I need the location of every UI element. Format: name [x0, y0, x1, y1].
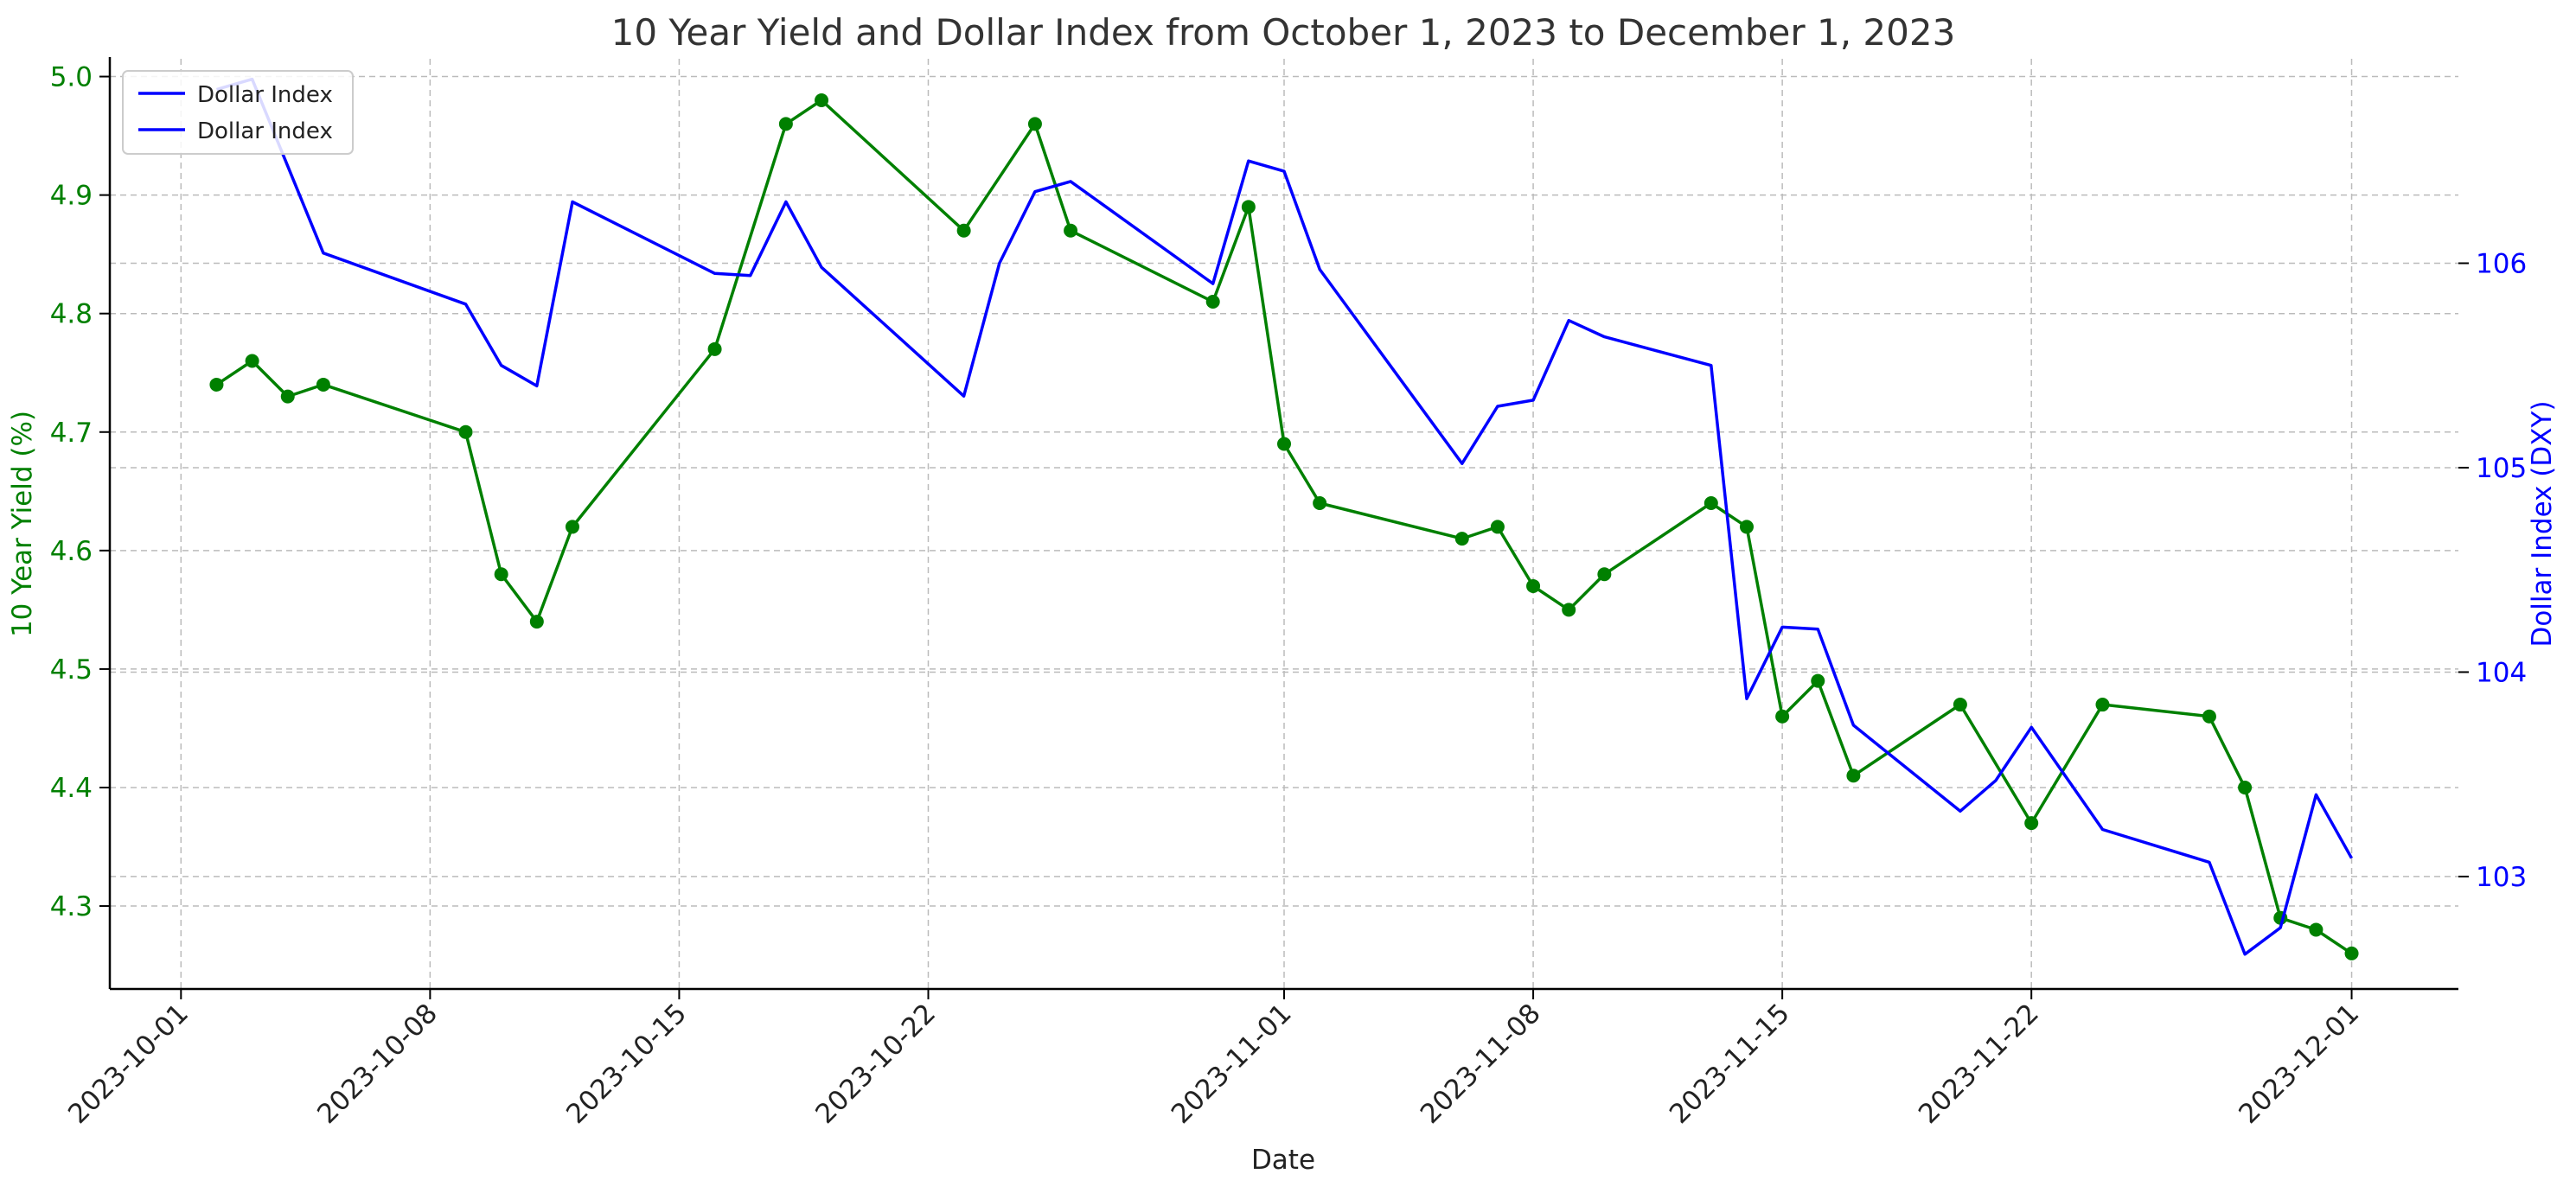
- x-tick-label: 2023-11-15: [1664, 998, 1796, 1130]
- y-right-tick-label: 104: [2476, 657, 2527, 688]
- yield-point: [2024, 816, 2039, 831]
- yield-point: [458, 424, 473, 439]
- yield-point: [1241, 200, 1256, 214]
- y-axis-right-label: Dollar Index (DXY): [2527, 400, 2558, 647]
- x-tick-label: 2023-10-08: [311, 998, 444, 1130]
- yield-point: [1490, 520, 1505, 534]
- x-tick-label: 2023-10-15: [560, 998, 693, 1130]
- x-tick-label: 2023-12-01: [2233, 998, 2365, 1130]
- y-left-tick-label: 4.8: [50, 299, 93, 330]
- yield-point: [956, 223, 971, 238]
- yield-point: [1775, 709, 1790, 724]
- yield-line: [215, 99, 2353, 955]
- yield-point: [1811, 673, 1825, 688]
- y-left-tick-label: 4.4: [50, 773, 93, 804]
- yield-point: [316, 377, 330, 392]
- yield-point: [1064, 223, 1078, 238]
- yield-point: [280, 389, 295, 404]
- yield-point: [494, 567, 508, 582]
- x-axis-label: Date: [1251, 1145, 1315, 1176]
- x-tick-label: 2023-11-01: [1166, 998, 1298, 1130]
- yield-point: [209, 377, 224, 392]
- y-axis-left-label: 10 Year Yield (%): [7, 411, 38, 637]
- yield-point: [565, 520, 579, 534]
- yield-point: [1205, 294, 1220, 309]
- yield-point: [1027, 117, 1042, 131]
- y-right-tick-label: 103: [2476, 862, 2527, 893]
- y-left-tick-label: 4.9: [50, 181, 93, 212]
- yield-point: [1953, 698, 1967, 712]
- y-left-tick-label: 4.5: [50, 654, 93, 686]
- y-left-tick-label: 4.6: [50, 536, 93, 567]
- yield-point: [1739, 520, 1754, 534]
- x-tick-label: 2023-10-22: [809, 998, 942, 1130]
- chart-title: 10 Year Yield and Dollar Index from Octo…: [611, 11, 1956, 54]
- series-layer: [209, 77, 2359, 960]
- yield-point: [1526, 578, 1541, 593]
- legend-label-1: Dollar Index: [197, 82, 333, 108]
- yield-point: [529, 615, 544, 629]
- yield-point: [245, 354, 259, 368]
- y-left-tick-label: 4.7: [50, 418, 93, 449]
- legend-label-2: Dollar Index: [197, 118, 333, 144]
- yield-point: [2238, 780, 2253, 794]
- yield-point: [1562, 603, 1576, 617]
- yield-point: [2309, 922, 2324, 937]
- yield-point: [2344, 946, 2359, 960]
- grid-lines: [110, 59, 2458, 989]
- legend: Dollar Index Dollar Index: [122, 70, 354, 155]
- dollar-index-line: [216, 77, 2354, 956]
- yield-point: [1597, 567, 1612, 582]
- legend-box: [122, 70, 354, 155]
- yield-point: [1846, 769, 1861, 783]
- yield-point: [815, 93, 829, 107]
- y-right-tick-label: 106: [2476, 248, 2527, 279]
- x-tick-label: 2023-11-22: [1913, 998, 2045, 1130]
- yield-point: [778, 117, 793, 131]
- yield-point: [1313, 496, 1327, 511]
- yield-point: [1703, 496, 1718, 511]
- yield-point: [2202, 709, 2216, 724]
- tick-labels: 2023-10-01 2023-10-08 2023-10-15 2023-10-22…: [50, 62, 2527, 1130]
- x-tick-label: 2023-11-08: [1415, 998, 1547, 1130]
- y-left-tick-label: 5.0: [50, 62, 93, 93]
- yield-point: [1277, 437, 1291, 451]
- yield-point: [707, 341, 722, 356]
- yield-point: [1454, 532, 1469, 546]
- yield-point: [2095, 698, 2110, 712]
- x-tick-label: 2023-10-01: [62, 998, 195, 1130]
- y-left-tick-label: 4.3: [50, 891, 93, 922]
- y-right-tick-label: 105: [2476, 453, 2527, 484]
